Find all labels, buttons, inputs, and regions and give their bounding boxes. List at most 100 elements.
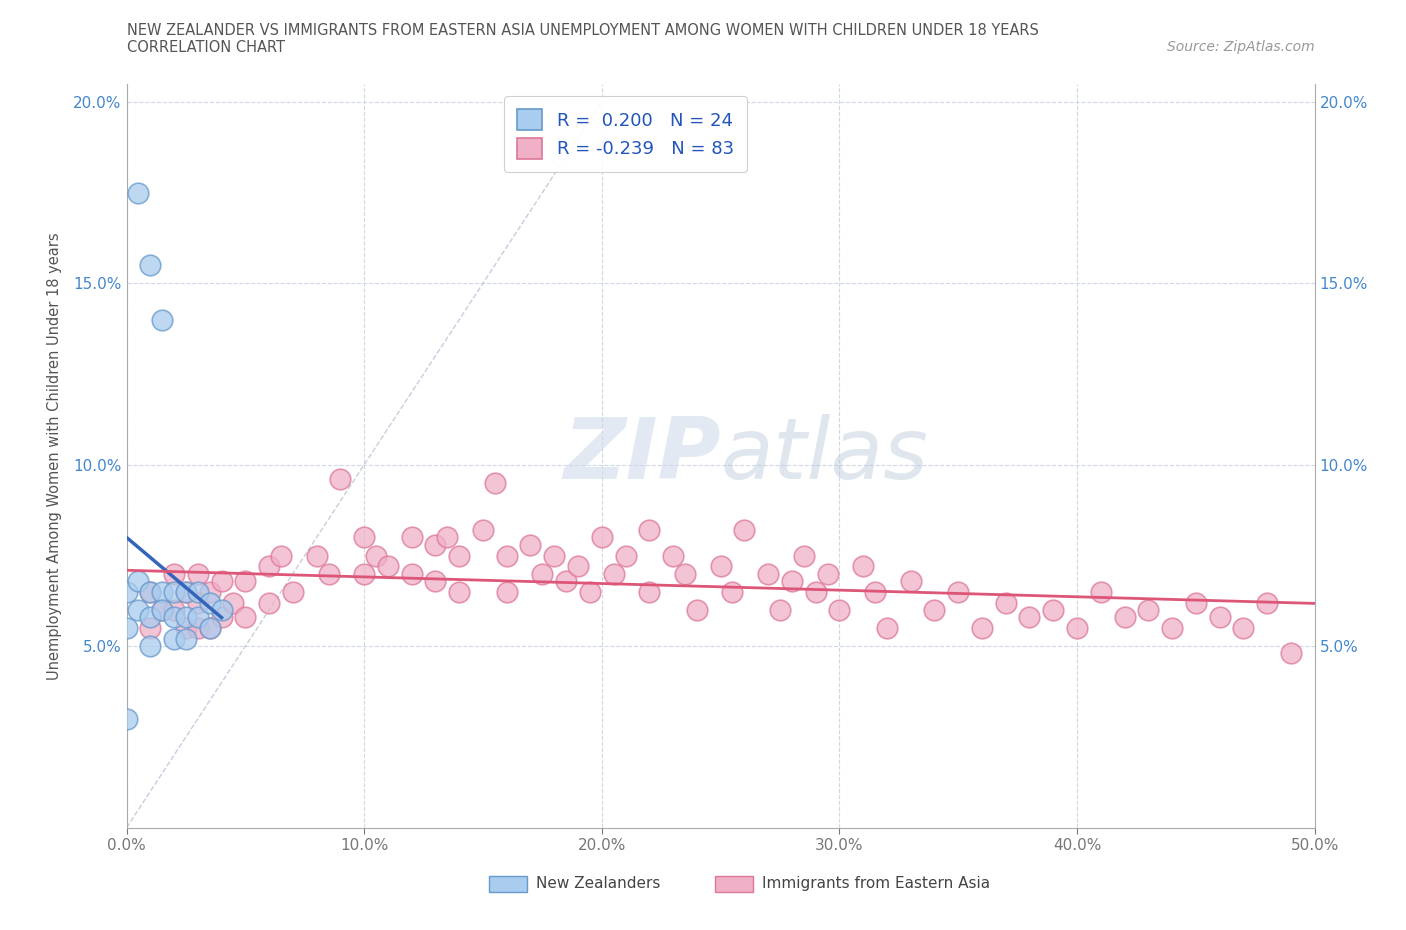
- Point: [638, 523, 661, 538]
- Point: [769, 603, 792, 618]
- Point: [257, 595, 280, 610]
- Point: [281, 584, 304, 599]
- Point: [174, 610, 197, 625]
- Point: [150, 312, 173, 327]
- Point: [115, 584, 138, 599]
- Point: [1232, 620, 1254, 635]
- Point: [449, 584, 471, 599]
- Point: [163, 631, 186, 646]
- Point: [211, 574, 233, 589]
- Point: [567, 559, 589, 574]
- Point: [150, 584, 173, 599]
- Point: [900, 574, 922, 589]
- Point: [401, 530, 423, 545]
- Point: [1114, 610, 1136, 625]
- Point: [863, 584, 886, 599]
- Point: [198, 620, 221, 635]
- Point: [211, 603, 233, 618]
- Point: [1018, 610, 1040, 625]
- Text: Source: ZipAtlas.com: Source: ZipAtlas.com: [1167, 40, 1315, 54]
- Point: [139, 584, 162, 599]
- Point: [1066, 620, 1088, 635]
- Point: [127, 185, 149, 200]
- Point: [686, 603, 709, 618]
- Point: [852, 559, 875, 574]
- Point: [804, 584, 827, 599]
- Point: [436, 530, 458, 545]
- Point: [756, 566, 779, 581]
- FancyBboxPatch shape: [489, 876, 527, 893]
- Point: [495, 548, 517, 563]
- Point: [1256, 595, 1278, 610]
- Point: [139, 610, 162, 625]
- Point: [543, 548, 565, 563]
- Point: [1042, 603, 1064, 618]
- Text: ZIP: ZIP: [562, 414, 721, 498]
- Point: [139, 584, 162, 599]
- Point: [1090, 584, 1112, 599]
- Point: [174, 584, 197, 599]
- Point: [150, 603, 173, 618]
- Point: [449, 548, 471, 563]
- Point: [198, 595, 221, 610]
- Y-axis label: Unemployment Among Women with Children Under 18 years: Unemployment Among Women with Children U…: [48, 232, 62, 680]
- Point: [472, 523, 495, 538]
- Point: [780, 574, 803, 589]
- Point: [198, 620, 221, 635]
- Point: [198, 584, 221, 599]
- Point: [127, 603, 149, 618]
- Point: [519, 538, 541, 552]
- Point: [425, 538, 447, 552]
- Point: [673, 566, 696, 581]
- Point: [1208, 610, 1230, 625]
- Point: [662, 548, 685, 563]
- Point: [710, 559, 733, 574]
- Point: [222, 595, 245, 610]
- Text: Immigrants from Eastern Asia: Immigrants from Eastern Asia: [762, 876, 990, 891]
- Point: [970, 620, 993, 635]
- Point: [270, 548, 292, 563]
- Point: [591, 530, 613, 545]
- Point: [139, 639, 162, 654]
- Point: [127, 574, 149, 589]
- Point: [150, 603, 173, 618]
- Point: [994, 595, 1017, 610]
- Point: [139, 258, 162, 272]
- Point: [187, 610, 209, 625]
- Point: [305, 548, 328, 563]
- Point: [353, 566, 375, 581]
- Point: [721, 584, 744, 599]
- Point: [1161, 620, 1184, 635]
- Point: [233, 610, 257, 625]
- Point: [793, 548, 815, 563]
- Point: [425, 574, 447, 589]
- Point: [555, 574, 578, 589]
- Text: New Zealanders: New Zealanders: [537, 876, 661, 891]
- Point: [163, 566, 186, 581]
- Point: [115, 711, 138, 726]
- Point: [139, 620, 162, 635]
- Point: [602, 566, 624, 581]
- Point: [876, 620, 898, 635]
- Point: [329, 472, 352, 486]
- Text: atlas: atlas: [721, 414, 928, 498]
- Point: [1185, 595, 1208, 610]
- Point: [638, 584, 661, 599]
- Point: [187, 584, 209, 599]
- Point: [948, 584, 970, 599]
- Point: [174, 620, 197, 635]
- Point: [257, 559, 280, 574]
- Point: [364, 548, 387, 563]
- Point: [817, 566, 839, 581]
- Point: [115, 620, 138, 635]
- Point: [484, 475, 506, 490]
- Point: [353, 530, 375, 545]
- Point: [174, 584, 197, 599]
- Point: [187, 620, 209, 635]
- Text: NEW ZEALANDER VS IMMIGRANTS FROM EASTERN ASIA UNEMPLOYMENT AMONG WOMEN WITH CHIL: NEW ZEALANDER VS IMMIGRANTS FROM EASTERN…: [127, 23, 1039, 38]
- Point: [211, 610, 233, 625]
- Point: [318, 566, 340, 581]
- Point: [163, 610, 186, 625]
- Point: [828, 603, 851, 618]
- Point: [614, 548, 637, 563]
